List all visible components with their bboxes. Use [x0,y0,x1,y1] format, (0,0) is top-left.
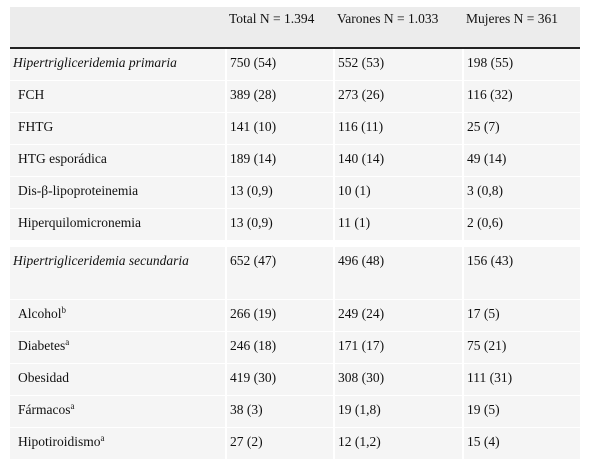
table-cell: 111 (31) [463,363,580,396]
header-cell-empty [10,7,226,49]
row-label: Hipotiroidismoa [10,427,227,460]
table-row: HTG esporádica 189 (14) 140 (14) 49 (14) [10,144,580,177]
row-label: Diabetesa [10,331,227,364]
table-row: Hipotiroidismoa 27 (2) 12 (1,2) 15 (4) [10,427,580,460]
table-row: Diabetesa 246 (18) 171 (17) 75 (21) [10,331,580,364]
table-cell: 552 (53) [334,48,464,81]
table-cell: 2 (0,6) [463,208,580,241]
table-row: Obesidad 419 (30) 308 (30) 111 (31) [10,363,580,396]
data-table: Total N = 1.394 Varones N = 1.033 Mujere… [10,7,580,460]
table-cell: 12 (1,2) [334,427,464,460]
row-label: Fármacosa [10,395,227,428]
table-cell: 15 (4) [463,427,580,460]
table-cell: 496 (48) [334,247,464,300]
row-label: HTG esporádica [10,144,227,177]
header-cell-total: Total N = 1.394 [226,7,334,49]
table-cell: 19 (1,8) [334,395,464,428]
table-cell: 25 (7) [463,112,580,145]
header-cell-varones: Varones N = 1.033 [334,7,463,49]
table-row: Dis-β-lipoproteinemia 13 (0,9) 10 (1) 3 … [10,176,580,209]
table-cell: 10 (1) [334,176,464,209]
table-cell: 266 (19) [226,299,335,332]
table-cell: 13 (0,9) [226,208,335,241]
table-cell: 141 (10) [226,112,335,145]
group-row-secundaria: Hipertrigliceridemia secundaria 652 (47)… [10,247,580,300]
table-cell: 116 (11) [334,112,464,145]
table-cell: 140 (14) [334,144,464,177]
table-cell: 17 (5) [463,299,580,332]
row-label: Dis-β-lipoproteinemia [10,176,227,209]
group-title: Hipertrigliceridemia primaria [10,48,227,81]
table-header: Total N = 1.394 Varones N = 1.033 Mujere… [10,7,580,49]
table-cell: 116 (32) [463,80,580,113]
group-row-primaria: Hipertrigliceridemia primaria 750 (54) 5… [10,48,580,81]
table-cell: 389 (28) [226,80,335,113]
row-label: FCH [10,80,227,113]
row-label: Alcoholb [10,299,227,332]
table-cell: 750 (54) [226,48,335,81]
row-label: FHTG [10,112,227,145]
table-cell: 308 (30) [334,363,464,396]
table-container: Total N = 1.394 Varones N = 1.033 Mujere… [10,7,580,460]
table-cell: 13 (0,9) [226,176,335,209]
table-row: FCH 389 (28) 273 (26) 116 (32) [10,80,580,113]
header-row: Total N = 1.394 Varones N = 1.033 Mujere… [10,7,580,49]
table-cell: 419 (30) [226,363,335,396]
row-label: Hiperquilomicronemia [10,208,227,241]
table-cell: 198 (55) [463,48,580,81]
header-cell-mujeres: Mujeres N = 361 [463,7,580,49]
group-spacer [10,240,580,247]
table-cell: 38 (3) [226,395,335,428]
table-cell: 652 (47) [226,247,335,300]
table-cell: 3 (0,8) [463,176,580,209]
table-cell: 156 (43) [463,247,580,300]
row-label: Obesidad [10,363,227,396]
table-cell: 189 (14) [226,144,335,177]
table-body: Hipertrigliceridemia primaria 750 (54) 5… [10,48,580,460]
table-cell: 246 (18) [226,331,335,364]
table-cell: 273 (26) [334,80,464,113]
table-cell: 171 (17) [334,331,464,364]
table-cell: 11 (1) [334,208,464,241]
table-row: FHTG 141 (10) 116 (11) 25 (7) [10,112,580,145]
table-cell: 249 (24) [334,299,464,332]
table-cell: 27 (2) [226,427,335,460]
table-row: Hiperquilomicronemia 13 (0,9) 11 (1) 2 (… [10,208,580,241]
table-cell: 75 (21) [463,331,580,364]
table-row: Alcoholb 266 (19) 249 (24) 17 (5) [10,299,580,332]
table-cell: 49 (14) [463,144,580,177]
group-title: Hipertrigliceridemia secundaria [10,247,227,300]
table-row: Fármacosa 38 (3) 19 (1,8) 19 (5) [10,395,580,428]
table-cell: 19 (5) [463,395,580,428]
